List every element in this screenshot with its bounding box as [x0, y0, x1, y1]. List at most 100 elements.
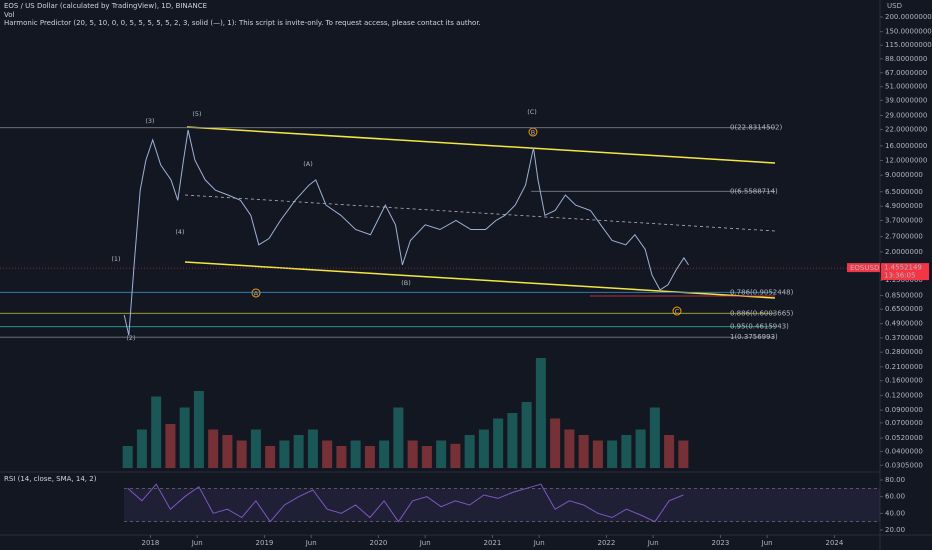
y-tick-label: 12.0000000: [885, 156, 927, 164]
volume-bar: [250, 429, 261, 468]
point-marker: [672, 306, 682, 316]
volume-bar: [578, 435, 589, 468]
y-tick-label: 67.0000000: [885, 69, 927, 77]
volume-bar: [265, 446, 276, 468]
volume-bar: [179, 407, 190, 468]
volume-bar: [493, 418, 504, 468]
volume-bar: [521, 402, 532, 468]
fib-label: 0.786(0.9052448): [730, 288, 794, 296]
wave-label: (3): [145, 117, 154, 125]
rsi-tick-label: 80.00: [885, 476, 905, 484]
price-line: [123, 129, 689, 336]
rsi-line: [127, 483, 684, 523]
point-label: B: [531, 129, 535, 137]
fib-label: 0(22.8314502): [730, 124, 782, 132]
wave-label: (A): [303, 160, 313, 168]
x-tick-label: 2020: [370, 539, 388, 547]
fib-label: 1(0.3756993): [730, 333, 778, 341]
volume-bar: [407, 440, 418, 468]
y-tick-label: 0.8500000: [885, 292, 923, 300]
y-tick-label: 0.0520000: [885, 434, 923, 442]
price-box: [881, 263, 929, 281]
y-tick-label: 4.9000000: [885, 202, 923, 210]
y-tick-label: 6.5000000: [885, 188, 923, 196]
volume-bar: [450, 443, 461, 468]
volume-bar: [678, 440, 689, 468]
rsi-tick-label: 60.00: [885, 493, 905, 501]
y-tick-label: 2.7000000: [885, 233, 923, 241]
volume-bar: [635, 429, 646, 468]
volume-bar: [122, 446, 133, 468]
y-tick-label: 9.0000000: [885, 171, 923, 179]
volume-bar: [193, 391, 204, 468]
y-tick-label: 0.2100000: [885, 363, 923, 371]
y-tick-label: 88.0000000: [885, 55, 927, 63]
volume-bar: [478, 429, 489, 468]
chart-title: EOS / US Dollar (calculated by TradingVi…: [4, 2, 207, 10]
wave-label: (B): [401, 279, 411, 287]
mid-line: [184, 194, 776, 232]
y-tick-label: 0.4900000: [885, 320, 923, 328]
y-tick-label: 0.3700000: [885, 334, 923, 342]
x-tick-label: 2021: [484, 539, 502, 547]
volume-bar: [322, 440, 333, 468]
volume-bar: [421, 446, 432, 468]
wave-label: (C): [527, 108, 537, 116]
volume-bar: [307, 429, 318, 468]
y-tick-label: 16.0000000: [885, 142, 927, 150]
x-tick-label: Jun: [647, 539, 659, 547]
x-tick-label: Jun: [191, 539, 203, 547]
volume-bar: [507, 413, 518, 468]
y-tick-label: 3.7000000: [885, 217, 923, 225]
wave-label: (5): [192, 110, 201, 118]
y-tick-label: 0.0400000: [885, 447, 923, 455]
volume-bar: [393, 407, 404, 468]
point-marker: [251, 288, 261, 298]
volume-bar: [336, 446, 347, 468]
volume-bar: [535, 358, 546, 468]
volume-bar: [151, 396, 162, 468]
rsi-band: [124, 488, 880, 522]
y-tick-label: 29.0000000: [885, 111, 927, 119]
x-tick-label: 2024: [825, 539, 843, 547]
volume-bar: [222, 435, 233, 468]
currency-label: USD: [887, 2, 902, 10]
volume-bar: [293, 435, 304, 468]
volume-bar: [592, 440, 603, 468]
rsi-tick-label: 20.00: [885, 526, 905, 534]
y-tick-label: 0.1600000: [885, 377, 923, 385]
wave-label: (1): [111, 255, 120, 263]
x-tick-label: Jun: [305, 539, 317, 547]
y-tick-label: 1.1500000: [885, 276, 923, 284]
fib-label: 0.95(0.4615943): [730, 323, 789, 331]
volume-bar: [564, 429, 575, 468]
x-tick-label: Jun: [419, 539, 431, 547]
volume-bar: [436, 440, 447, 468]
volume-bar: [550, 418, 561, 468]
y-tick-label: 0.2800000: [885, 348, 923, 356]
y-tick-label: 0.1200000: [885, 391, 923, 399]
price-value: 1.4552149: [884, 264, 922, 272]
price-tag: [847, 263, 880, 273]
x-tick-label: 2018: [142, 539, 160, 547]
point-label: A: [254, 290, 259, 298]
y-tick-label: 22.0000000: [885, 126, 927, 134]
indicator-label: Harmonic Predictor (20, 5, 10, 0, 0, 5, …: [4, 19, 481, 27]
volume-bar: [208, 429, 219, 468]
price-tag-name: EOSUSD: [850, 264, 879, 272]
countdown: 13:36:05: [884, 272, 915, 280]
wave-label: (4): [175, 228, 184, 236]
volume-bar: [165, 424, 176, 468]
wave-label: (2): [126, 334, 135, 342]
x-tick-label: 2019: [256, 539, 274, 547]
volume-label: Vol: [4, 11, 15, 19]
y-tick-label: 200.0000000: [885, 13, 932, 21]
volume-bar: [279, 440, 290, 468]
rsi-label: RSI (14, close, SMA, 14, 2): [4, 475, 97, 483]
x-tick-label: Jun: [533, 539, 545, 547]
x-tick-label: Jun: [761, 539, 773, 547]
rsi-tick-label: 40.00: [885, 509, 905, 517]
volume-bar: [236, 440, 247, 468]
